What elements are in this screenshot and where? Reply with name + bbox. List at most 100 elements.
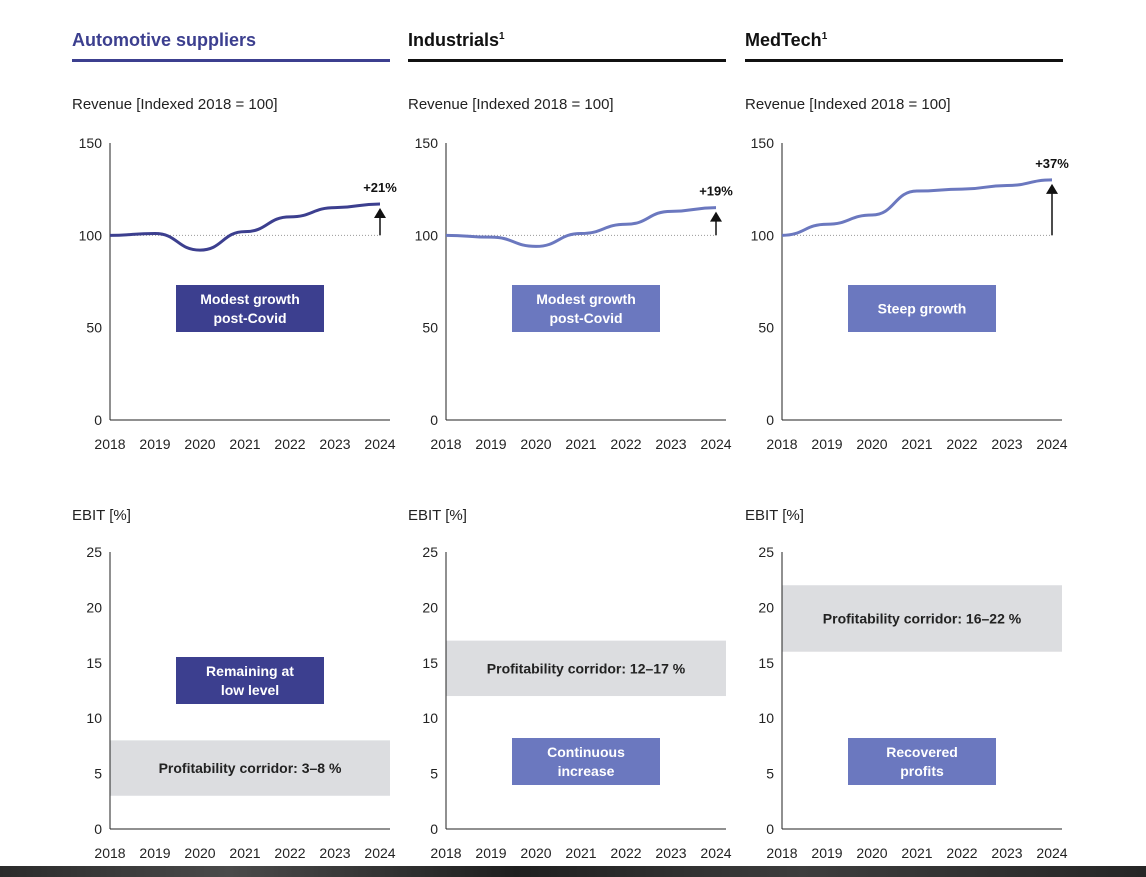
revenue-axis-label: Revenue [Indexed 2018 = 100] (72, 96, 278, 113)
y-tick-label: 20 (758, 599, 774, 615)
callout-box (176, 285, 324, 332)
y-tick-label: 100 (415, 227, 439, 243)
revenue-axis-label: Revenue [Indexed 2018 = 100] (408, 96, 614, 113)
revenue-chart-industrials: 0 50 100 150 2018 2019 2020 2021 2022 2023 2024 +19… (415, 135, 734, 452)
growth-annotation: +21% (363, 180, 397, 195)
y-tick-label: 20 (86, 599, 102, 615)
x-tick-label: 2020 (184, 436, 215, 452)
ebit-axis-label: EBIT [%] (72, 507, 131, 524)
footnote-marker: 1 (821, 31, 828, 42)
callout-box (512, 285, 660, 332)
y-tick-label: 50 (758, 320, 774, 336)
x-tick-label: 2019 (475, 845, 506, 861)
growth-arrow-head (710, 211, 722, 222)
ebit-chart-medtech: Profitability corridor: 16–22 %051015202… (758, 544, 1067, 861)
y-tick-label: 15 (758, 655, 774, 671)
x-tick-label: 2024 (1036, 436, 1067, 452)
y-tick-label: 5 (766, 766, 774, 782)
x-tick-label: 2023 (655, 436, 686, 452)
y-tick-label: 0 (430, 412, 438, 428)
x-tick-label: 2020 (856, 845, 887, 861)
x-tick-label: 2022 (610, 845, 641, 861)
ebit-axis-label: EBIT [%] (408, 507, 467, 524)
x-tick-label: 2020 (856, 436, 887, 452)
y-tick-label: 150 (415, 135, 439, 151)
column-title-text: Automotive suppliers (72, 30, 257, 50)
callout-text: low level (221, 682, 279, 698)
y-tick-label: 10 (422, 710, 438, 726)
y-tick-label: 5 (430, 766, 438, 782)
y-tick-label: 25 (758, 544, 774, 560)
column-title-automotive: Automotive suppliers (72, 30, 390, 62)
y-tick-label: 10 (86, 710, 102, 726)
callout-text: increase (558, 763, 615, 779)
growth-annotation: +37% (1035, 156, 1069, 171)
x-tick-label: 2020 (184, 845, 215, 861)
ebit-axis-label: EBIT [%] (745, 507, 804, 524)
x-tick-label: 2019 (811, 436, 842, 452)
x-tick-label: 2022 (946, 845, 977, 861)
x-tick-label: 2023 (991, 436, 1022, 452)
y-tick-label: 10 (758, 710, 774, 726)
x-tick-label: 2018 (94, 436, 125, 452)
revenue-series-line (109, 202, 381, 252)
profitability-corridor-label: Profitability corridor: 16–22 % (823, 610, 1022, 626)
x-tick-label: 2022 (274, 845, 305, 861)
x-tick-label: 2023 (319, 436, 350, 452)
x-tick-label: 2021 (901, 436, 932, 452)
y-tick-label: 50 (422, 320, 438, 336)
x-tick-label: 2018 (94, 845, 125, 861)
x-tick-label: 2018 (766, 436, 797, 452)
x-tick-label: 2018 (766, 845, 797, 861)
column-title-text: MedTech (745, 30, 822, 50)
profitability-corridor-label: Profitability corridor: 12–17 % (487, 660, 686, 676)
revenue-series-line (445, 206, 717, 248)
callout-box (848, 285, 996, 332)
y-tick-label: 100 (751, 227, 775, 243)
revenue-axis-label: Revenue [Indexed 2018 = 100] (745, 96, 951, 113)
callout-text: Modest growth (200, 291, 300, 307)
y-tick-label: 25 (422, 544, 438, 560)
y-tick-label: 0 (430, 821, 438, 837)
callout-box (176, 657, 324, 704)
revenue-chart-medtech: 0 50 100 150 2018 2019 2020 2021 2022 2023 2024 +37… (751, 135, 1070, 452)
y-tick-label: 0 (94, 412, 102, 428)
x-tick-label: 2019 (811, 845, 842, 861)
profitability-corridor-band (782, 585, 1062, 652)
x-tick-label: 2024 (364, 845, 395, 861)
x-tick-label: 2023 (319, 845, 350, 861)
y-tick-label: 20 (422, 599, 438, 615)
x-tick-label: 2020 (520, 845, 551, 861)
ebit-chart-industrials: Profitability corridor: 12–17 %051015202… (422, 544, 731, 861)
growth-arrow-head (374, 207, 386, 218)
profitability-corridor-band (446, 640, 726, 697)
y-tick-label: 150 (751, 135, 775, 151)
callout-text: profits (900, 763, 944, 779)
callout-text: Steep growth (878, 301, 967, 317)
y-tick-label: 100 (79, 227, 103, 243)
x-tick-label: 2021 (565, 436, 596, 452)
x-tick-label: 2021 (229, 436, 260, 452)
x-tick-label: 2021 (901, 845, 932, 861)
y-tick-label: 0 (766, 821, 774, 837)
callout-text: Continuous (547, 744, 625, 760)
page-bottom-edge (0, 866, 1146, 877)
x-tick-label: 2020 (520, 436, 551, 452)
x-tick-label: 2018 (430, 436, 461, 452)
callout-box (848, 738, 996, 785)
x-tick-label: 2021 (565, 845, 596, 861)
y-tick-label: 15 (422, 655, 438, 671)
x-tick-label: 2024 (364, 436, 395, 452)
revenue-chart-automotive: 0 50 100 150 2018 2019 2020 2021 2022 2023 2024 +21… (79, 135, 398, 452)
callout-box (512, 738, 660, 785)
callout-text: post-Covid (213, 310, 286, 326)
revenue-series-line (781, 178, 1053, 237)
x-tick-label: 2022 (946, 436, 977, 452)
callout-text: Recovered (886, 744, 958, 760)
x-tick-label: 2022 (610, 436, 641, 452)
ebit-chart-automotive: Profitability corridor: 3–8 % 0 5 10 15 20 25 2… (86, 544, 395, 861)
x-tick-label: 2021 (229, 845, 260, 861)
column-title-medtech: MedTech1 (745, 30, 1063, 62)
growth-annotation: +19% (699, 184, 733, 199)
x-tick-label: 2019 (139, 845, 170, 861)
